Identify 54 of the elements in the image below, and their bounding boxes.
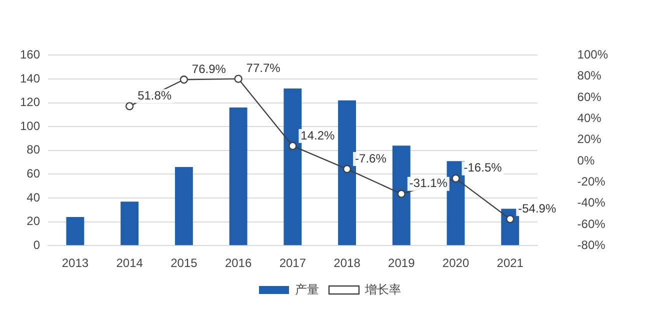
data-label: -31.1%	[409, 176, 448, 190]
point	[506, 214, 514, 224]
x-tick-label: 2014	[116, 256, 144, 270]
point	[397, 190, 406, 198]
bar	[66, 217, 84, 246]
data-label: 14.2%	[300, 128, 336, 142]
y-tick-label: 120	[20, 95, 40, 110]
point	[234, 74, 242, 83]
data-label: -7.6%	[355, 151, 387, 166]
y-tick-label: 100	[20, 118, 40, 133]
x-tick-label: 2015	[170, 256, 198, 270]
y2-tick-label: -80%	[577, 238, 606, 252]
bar	[229, 108, 248, 246]
bar	[392, 146, 410, 246]
bar	[120, 202, 139, 246]
bar	[446, 161, 465, 246]
data-label: 77.7%	[246, 61, 281, 76]
y2-tick-label: 40%	[577, 110, 602, 125]
data-label: -16.5%	[464, 160, 502, 175]
y-tick-label: 60	[26, 166, 40, 181]
point	[288, 142, 297, 150]
point	[125, 102, 134, 110]
bar	[174, 167, 193, 246]
y-tick-label: 80	[26, 142, 40, 157]
y2-tick-label: -60%	[577, 216, 606, 231]
y-tick-label: 140	[20, 71, 40, 86]
y-tick-label: 20	[26, 214, 40, 228]
x-tick-label: 2017	[279, 256, 306, 270]
point	[180, 76, 188, 84]
y2-tick-label: 60%	[577, 90, 602, 104]
x-tick-label: 2020	[442, 256, 470, 270]
y-tick-label: 160	[20, 48, 40, 62]
y-tick-label: 40	[26, 190, 40, 204]
y2-tick-label: 80%	[577, 68, 602, 83]
bar	[338, 100, 356, 246]
data-label: 51.8%	[138, 88, 172, 102]
x-tick-label: 2021	[496, 256, 524, 270]
y2-tick-label: 0%	[577, 153, 595, 168]
y-tick-label: 0	[33, 238, 40, 252]
x-tick-label: 2018	[334, 256, 361, 270]
x-tick-label: 2019	[388, 256, 416, 270]
data-label: 76.9%	[192, 62, 226, 76]
legend-label: 增长率	[364, 282, 401, 296]
point	[342, 164, 352, 174]
x-tick-label: 2016	[224, 256, 252, 270]
data-label: -54.9%	[518, 201, 556, 216]
y2-tick-label: -20%	[577, 174, 606, 188]
bar	[284, 88, 302, 246]
y2-tick-label: -40%	[577, 196, 606, 210]
x-tick-label: 2013	[62, 256, 89, 270]
y2-tick-label: 100%	[577, 48, 608, 62]
y2-tick-label: 20%	[577, 132, 602, 146]
point	[452, 174, 460, 183]
legend-label: 产量	[295, 282, 319, 296]
